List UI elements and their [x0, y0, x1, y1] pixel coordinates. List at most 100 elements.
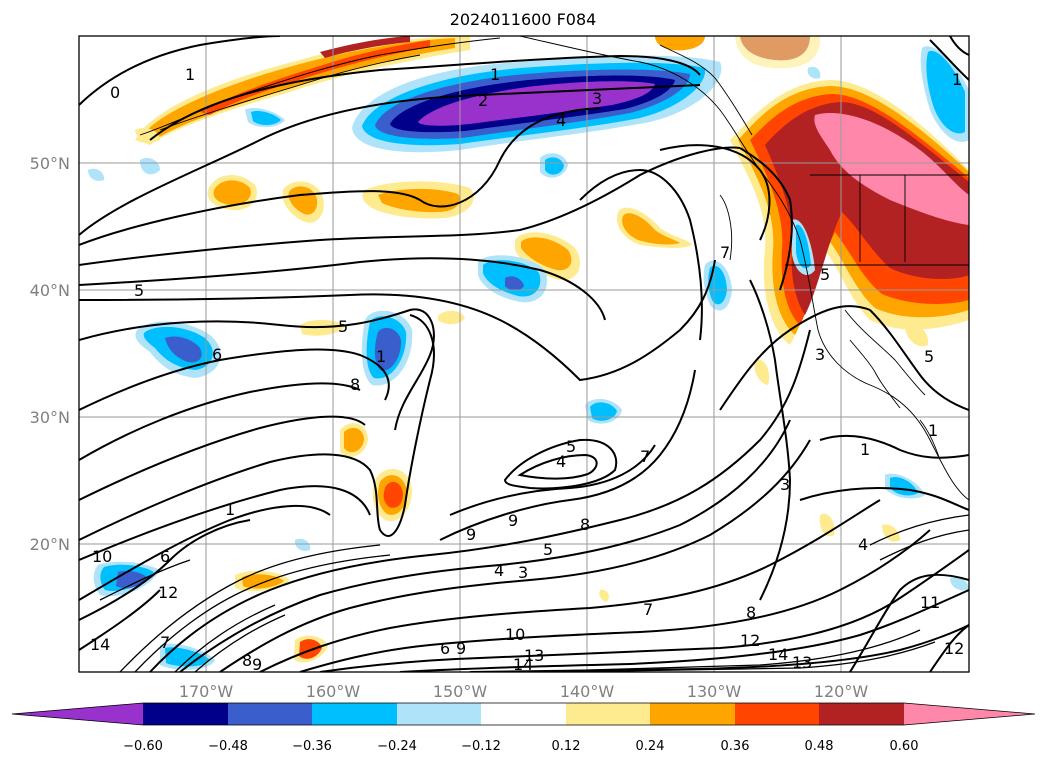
colorbar-segment — [481, 703, 566, 725]
lon-label: 170°W — [179, 682, 234, 701]
colorbar-tick-label: −0.24 — [377, 739, 417, 754]
contour-label: 3 — [815, 345, 825, 364]
colorbar: −0.60 −0.48 −0.36 −0.24 −0.12 0.12 0.24 … — [11, 702, 1036, 754]
colorbar-segment — [228, 703, 312, 725]
contour-label: 5 — [566, 437, 576, 456]
contour-label: 1 — [952, 70, 962, 89]
lon-label: 120°W — [814, 682, 869, 701]
contour-label: 2 — [478, 91, 488, 110]
contour-label: 10 — [505, 625, 525, 644]
colorbar-tick-label: −0.36 — [292, 739, 332, 754]
lon-label: 140°W — [560, 682, 615, 701]
lon-label: 150°W — [433, 682, 488, 701]
lat-label: 20°N — [30, 535, 70, 554]
colorbar-tick-label: 0.60 — [890, 739, 919, 754]
contour-label: 11 — [920, 593, 940, 612]
contour-label: 1 — [185, 65, 195, 84]
contour-label: 12 — [944, 639, 964, 658]
contours-thin — [99, 514, 969, 672]
contour-label: 0 — [110, 83, 120, 102]
shade-small-negative — [88, 46, 969, 670]
colorbar-segment — [650, 703, 735, 725]
contour-label: 12 — [740, 631, 760, 650]
contour-label: 6 — [160, 547, 170, 566]
shade-pink-coast — [814, 113, 969, 225]
colorbar-tick-label: −0.60 — [123, 739, 163, 754]
contour-label: 9 — [466, 525, 476, 544]
colorbar-tick-label: −0.48 — [208, 739, 248, 754]
contour-label: 4 — [556, 111, 566, 130]
contour-label: 8 — [580, 515, 590, 534]
colorbar-segment — [397, 703, 481, 725]
contour-label: 14 — [768, 645, 788, 664]
colorbar-segment — [566, 703, 650, 725]
contour-label: 1 — [225, 500, 235, 519]
contour-label: 7 — [720, 243, 730, 262]
shaded-field — [88, 36, 969, 670]
contour-label: 8 — [746, 603, 756, 622]
lon-label: 130°W — [687, 682, 742, 701]
contour-label: 9 — [252, 655, 262, 674]
contour-label: 6 — [212, 345, 222, 364]
lat-label: 50°N — [30, 154, 70, 173]
colorbar-segment — [143, 703, 228, 725]
colorbar-segment — [312, 703, 397, 725]
contour-label: 7 — [160, 633, 170, 652]
colorbar-outline — [11, 702, 1036, 726]
lat-label: 30°N — [30, 408, 70, 427]
contour-label: 1 — [928, 421, 938, 440]
contour-label: 9 — [456, 639, 466, 658]
contour-label: 13 — [524, 646, 544, 665]
contour-label: 10 — [92, 547, 112, 566]
colorbar-extend-min — [12, 703, 143, 725]
contour-label: 1 — [490, 65, 500, 84]
contour-label: 1 — [376, 347, 386, 366]
contour-label: 4 — [556, 452, 566, 471]
contour-label: 3 — [518, 563, 528, 582]
map-panel: 0 1 1 2 3 4 5 5 6 1 8 5 4 7 9 9 8 5 4 3 … — [79, 36, 969, 674]
contour-label: 5 — [924, 347, 934, 366]
contour-label: 8 — [242, 651, 252, 670]
contour-label: 5 — [134, 281, 144, 300]
contour-label: 12 — [158, 583, 178, 602]
contour-label: 6 — [440, 639, 450, 658]
contour-labels: 0 1 1 2 3 4 5 5 6 1 8 5 4 7 9 9 8 5 4 3 … — [90, 65, 964, 674]
contour-label: 7 — [643, 600, 653, 619]
contour-label: 13 — [792, 653, 812, 672]
contour-label: 5 — [820, 265, 830, 284]
map-frame — [78, 35, 970, 673]
contour-label: 5 — [338, 317, 348, 336]
contour-label: 4 — [494, 561, 504, 580]
colorbar-segment — [819, 703, 904, 725]
longitude-labels: 170°W 160°W 150°W 140°W 130°W 120°W — [179, 682, 869, 701]
shade-lightyellow-aleutian — [135, 36, 470, 145]
colorbar-tick-label: 0.48 — [805, 739, 834, 754]
colorbar-tick-label: 0.24 — [636, 739, 665, 754]
figure-title: 2024011600 F084 — [450, 10, 597, 29]
colorbar-extend-max — [904, 703, 1035, 725]
colorbar-tick-label: 0.12 — [552, 739, 581, 754]
lat-label: 40°N — [30, 281, 70, 300]
contour-label: 5 — [543, 540, 553, 559]
colorbar-segment — [735, 703, 819, 725]
contour-label: 14 — [513, 655, 533, 674]
shade-firebrick-top — [655, 36, 705, 51]
shade-yellow-top — [735, 36, 821, 69]
shade-firebrick-aleutian — [320, 36, 410, 58]
contour-label: 3 — [592, 89, 602, 108]
contour-label: 8 — [350, 375, 360, 394]
shade-purple-npac — [418, 81, 655, 126]
graticule — [79, 36, 969, 672]
contour-label: 3 — [780, 475, 790, 494]
contour-label: 14 — [90, 635, 110, 654]
contour-label: 9 — [508, 511, 518, 530]
contour-label: 1 — [860, 440, 870, 459]
colorbar-tick-label: −0.12 — [461, 739, 501, 754]
contour-label: 7 — [640, 447, 650, 466]
latitude-labels: 50°N 40°N 30°N 20°N — [30, 154, 70, 554]
shade-redorange-aleutian — [200, 40, 430, 115]
lon-label: 160°W — [306, 682, 361, 701]
colorbar-tick-label: 0.36 — [721, 739, 750, 754]
contour-label: 4 — [858, 535, 868, 554]
